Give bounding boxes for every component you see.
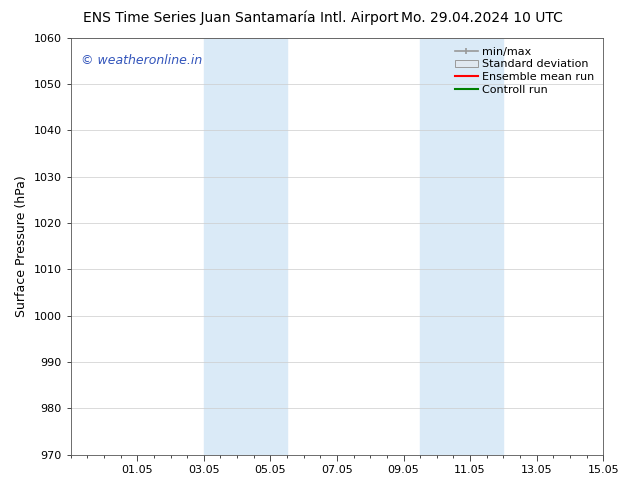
Bar: [420, 38, 503, 455]
Bar: [204, 38, 287, 455]
Text: Mo. 29.04.2024 10 UTC: Mo. 29.04.2024 10 UTC: [401, 11, 563, 25]
Legend: min/max, Standard deviation, Ensemble mean run, Controll run: min/max, Standard deviation, Ensemble me…: [452, 43, 598, 98]
Text: © weatheronline.in: © weatheronline.in: [81, 54, 203, 67]
Y-axis label: Surface Pressure (hPa): Surface Pressure (hPa): [15, 175, 28, 317]
Text: ENS Time Series Juan Santamaría Intl. Airport: ENS Time Series Juan Santamaría Intl. Ai…: [83, 11, 399, 25]
